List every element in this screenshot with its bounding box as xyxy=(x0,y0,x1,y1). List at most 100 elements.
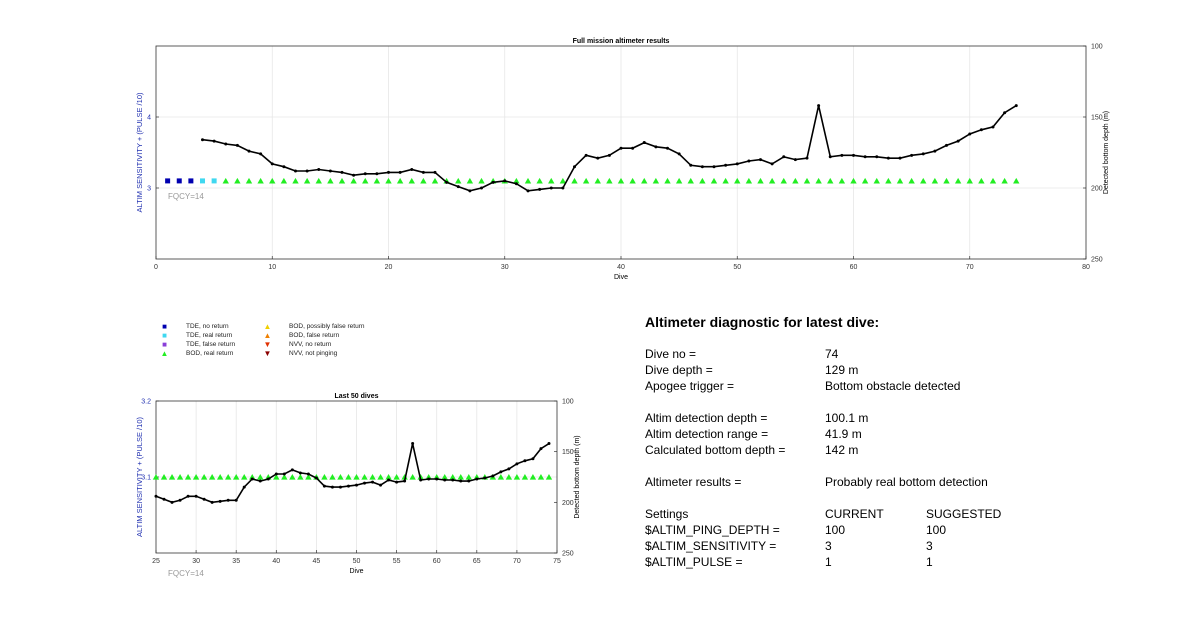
chart2-y-left-axis-label: ALTIM SENSITIVITY + (PULSE /10) xyxy=(135,417,144,537)
chart2-x-tick-label: 25 xyxy=(152,558,160,565)
chart2-bod-marker xyxy=(465,474,472,480)
chart1-bod-marker xyxy=(989,177,997,184)
chart1-tde-marker xyxy=(165,178,171,184)
chart1-depth-point xyxy=(317,168,321,172)
chart2-depth-point xyxy=(170,500,174,504)
legend-marker-icon: ▲ xyxy=(263,331,272,340)
diagnostic-panel: Altimeter diagnostic for latest dive: Di… xyxy=(645,0,1165,600)
chart2-bod-marker xyxy=(537,474,545,480)
chart1-depth-point xyxy=(700,165,704,169)
pulse-row: $ALTIM_PULSE = 1 1 xyxy=(645,555,1165,571)
dive-depth-row: Dive depth = 129 m xyxy=(645,363,1165,379)
chart2-title: Last 50 dives xyxy=(335,393,379,400)
chart1-depth-point xyxy=(782,155,786,159)
chart1-depth-point xyxy=(840,153,844,157)
chart1-x-tick-label: 60 xyxy=(850,264,858,271)
chart2-depth-point xyxy=(346,484,350,488)
legend-marker-icon: ▼ xyxy=(263,349,272,358)
chart2-depth-point xyxy=(306,472,310,476)
chart2-bod-marker xyxy=(208,474,216,480)
chart1-depth-point xyxy=(398,170,402,174)
dive-depth-value: 129 m xyxy=(825,363,859,377)
chart2-depth-point xyxy=(539,447,543,451)
chart1-depth-point xyxy=(898,156,902,160)
chart2-x-tick-label: 45 xyxy=(313,558,321,565)
chart1-bod-marker xyxy=(710,177,718,184)
chart2-bod-marker xyxy=(152,474,160,480)
sensitivity-suggested: 3 xyxy=(926,539,933,553)
chart2-depth-point xyxy=(459,479,463,483)
chart1-bod-marker xyxy=(954,177,962,184)
chart2-depth-point xyxy=(194,494,198,498)
chart1-depth-point xyxy=(480,186,483,190)
detection-range-row: Altim detection range = 41.9 m xyxy=(645,427,1165,443)
chart1-bod-marker xyxy=(675,177,683,184)
chart2-bod-marker xyxy=(273,474,280,480)
suggested-header: SUGGESTED xyxy=(926,507,1002,521)
chart2-bod-marker xyxy=(184,474,192,480)
chart2-x-tick-label: 30 xyxy=(192,558,200,565)
legend-label: NVV, no return xyxy=(289,341,332,348)
chart2-x-tick-label: 35 xyxy=(232,558,240,565)
chart1-depth-point xyxy=(445,180,449,184)
chart1-bod-marker xyxy=(722,177,729,184)
chart2-y-right-axis-label: Detected bottom depth (m) xyxy=(574,435,581,518)
chart2-y-right-tick-label: 250 xyxy=(562,551,574,558)
chart1-bod-marker xyxy=(269,177,276,184)
chart1-depth-point xyxy=(793,158,797,162)
chart2-depth-point xyxy=(427,477,431,481)
chart1-bod-marker xyxy=(559,177,567,184)
chart1-tde-marker xyxy=(188,178,194,184)
chart2-depth-point xyxy=(531,457,535,461)
ping-depth-suggested: 100 xyxy=(926,523,947,537)
chart1-depth-point xyxy=(340,170,344,174)
chart2-depth-point xyxy=(491,474,495,478)
ping-depth-label: $ALTIM_PING_DEPTH = xyxy=(645,523,780,537)
chart1-tde-marker xyxy=(211,178,217,184)
chart2-depth-point xyxy=(298,471,302,475)
chart1-bod-marker xyxy=(978,177,985,184)
chart1-bod-marker xyxy=(908,177,915,184)
chart2-bod-marker xyxy=(513,474,521,480)
chart1-depth-point xyxy=(503,179,507,183)
chart1-depth-point xyxy=(305,169,309,173)
chart1-depth-point xyxy=(956,139,960,143)
chart1-bod-marker xyxy=(943,177,950,184)
chart2-bod-marker xyxy=(441,474,448,480)
chart1-bod-marker xyxy=(827,177,834,184)
detection-range-value: 41.9 m xyxy=(825,427,862,441)
chart2-depth-point xyxy=(467,479,471,483)
chart2-bod-marker xyxy=(305,474,312,480)
chart2-bod-marker xyxy=(192,474,200,480)
legend: ■ TDE, no return ■ TDE, real return ■ TDE, fa… xyxy=(160,322,420,362)
chart1-depth-point xyxy=(468,189,472,193)
chart1-depth-point xyxy=(538,187,542,191)
chart1-bod-marker xyxy=(664,177,671,184)
chart1-bod-marker xyxy=(768,177,776,184)
chart2-bod-marker xyxy=(176,474,184,480)
legend-marker-icon: ▲ xyxy=(160,349,169,358)
chart2-bod-marker xyxy=(401,474,408,480)
chart1-tde-marker xyxy=(200,178,205,184)
chart1-bod-marker xyxy=(455,177,462,184)
results-value: Probably real bottom detection xyxy=(825,475,988,489)
chart1-title: Full mission altimeter results xyxy=(573,38,670,45)
chart2-y-right-tick-label: 150 xyxy=(562,449,574,456)
chart2-depth-point xyxy=(274,472,278,476)
diagnostic-title: Altimeter diagnostic for latest dive: xyxy=(645,314,880,330)
chart2-depth-point xyxy=(435,477,439,481)
chart1-depth-point xyxy=(282,165,286,169)
chart2-fqcy-annotation: FQCY=14 xyxy=(168,569,204,578)
chart2-x-tick-label: 60 xyxy=(433,558,441,565)
chart1-x-tick-label: 80 xyxy=(1082,264,1090,271)
legend-label: BOD, possibly false return xyxy=(289,323,365,330)
chart2-x-tick-label: 40 xyxy=(272,558,280,565)
chart2-depth-point xyxy=(411,442,415,446)
chart2-bod-marker xyxy=(385,474,392,480)
chart1-bod-marker xyxy=(431,177,439,184)
chart2-bod-marker xyxy=(160,474,168,480)
legend-label: NVV, not pinging xyxy=(289,350,338,357)
chart2-depth-point xyxy=(178,498,182,502)
apogee-value: Bottom obstacle detected xyxy=(825,379,961,393)
chart2-depth-point xyxy=(186,494,190,498)
